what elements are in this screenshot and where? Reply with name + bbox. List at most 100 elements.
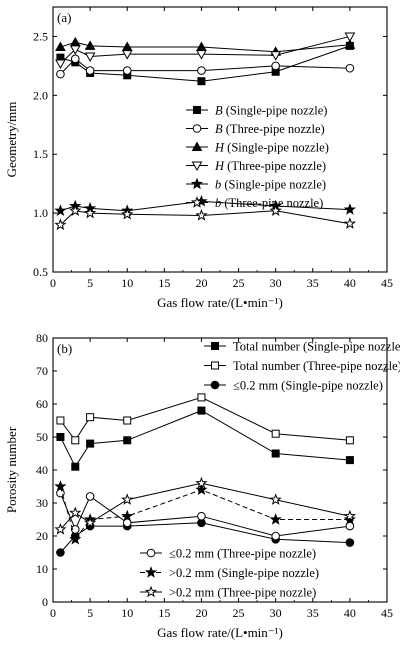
legend-label: ≤0.2 mm (Three-pipe nozzle) — [169, 547, 316, 561]
legend-marker — [211, 342, 219, 350]
data-point — [54, 522, 67, 535]
series-1 — [56, 54, 355, 79]
data-point — [84, 206, 97, 219]
legend-marker — [144, 566, 158, 578]
legend-marker — [191, 141, 203, 151]
data-point — [271, 61, 280, 71]
legend-symbol: B — [215, 122, 223, 136]
legend-symbol: b — [215, 178, 221, 192]
legend-nozzle: (Three-pipe nozzle) — [224, 159, 326, 173]
data-point — [71, 436, 80, 445]
x-tick-label: 15 — [158, 276, 170, 290]
y-tick-label: 80 — [36, 331, 48, 345]
legend-symbol: H — [214, 159, 225, 173]
data-point — [344, 32, 356, 42]
data-point — [197, 393, 206, 402]
y-tick-label: 70 — [36, 364, 48, 378]
series-4 — [54, 480, 356, 545]
panel-label: (b) — [57, 341, 72, 356]
legend-marker — [190, 177, 204, 190]
series-3 — [55, 32, 356, 70]
legend-label: H (Three-pipe nozzle) — [214, 159, 326, 173]
data-point — [197, 66, 206, 75]
legend-marker — [144, 585, 158, 598]
data-point — [343, 513, 356, 525]
chart-panel-b: 0 5 10 15 20 25 30 35 40 45 0 10 20 30 40 50 60 70 80 Gas f… — [4, 331, 400, 640]
y-tick-label: 1.0 — [33, 206, 48, 220]
x-axis-label: Gas flow rate/(L•min⁻¹) — [157, 625, 283, 640]
x-tick-label: 20 — [195, 606, 207, 620]
data-point — [123, 436, 132, 445]
series-5 — [54, 204, 356, 231]
series-line — [60, 396, 350, 442]
data-point — [122, 518, 132, 528]
data-point — [343, 217, 356, 229]
x-tick-label: 40 — [344, 606, 356, 620]
x-axis-label: Gas flow rate/(L•min⁻¹) — [157, 295, 283, 310]
x-tick-label: 30 — [270, 606, 282, 620]
data-point — [121, 493, 134, 505]
legend-nozzle: (Three-pipe nozzle) — [223, 122, 325, 136]
legend-label: ≤0.2 mm (Single-pipe nozzle) — [233, 379, 383, 393]
series-3 — [56, 488, 355, 541]
x-tick-label: 5 — [87, 606, 93, 620]
y-tick-label: 1.5 — [33, 147, 48, 161]
data-point — [345, 436, 354, 445]
y-tick-label: 2.5 — [33, 29, 48, 43]
y-tick-label: 0.5 — [33, 265, 48, 279]
panel-label: (a) — [57, 10, 71, 25]
legend-marker — [191, 161, 203, 172]
data-point — [69, 36, 81, 47]
legend-label: >0.2 mm (Single-pipe nozzle) — [169, 566, 319, 580]
data-point — [86, 439, 95, 448]
data-point — [69, 45, 81, 55]
legend-nozzle: (Single-pipe nozzle) — [224, 141, 329, 155]
x-tick-label: 40 — [344, 276, 356, 290]
legend-bottom: ≤0.2 mm (Three-pipe nozzle) >0.2 mm (Sing… — [140, 547, 319, 600]
data-point — [121, 509, 134, 522]
legend-label: Total number (Three-pipe nozzle) — [233, 359, 400, 373]
series-1 — [56, 393, 354, 445]
legend-marker — [190, 196, 204, 208]
y-tick-label: 10 — [36, 562, 48, 576]
data-point — [197, 511, 206, 521]
legend-marker — [146, 548, 156, 558]
data-point — [84, 516, 97, 529]
data-point — [196, 50, 207, 60]
legend-label: b (Three-pipe nozzle) — [215, 196, 323, 210]
data-point — [271, 531, 280, 541]
data-point — [345, 456, 354, 465]
series-line — [59, 410, 350, 468]
legend-label: H (Single-pipe nozzle) — [214, 141, 329, 155]
x-tick-label: 45 — [381, 606, 393, 620]
series-0 — [56, 406, 354, 471]
x-tick-label: 35 — [307, 606, 319, 620]
data-point — [197, 77, 206, 86]
legend-label: >0.2 mm (Three-pipe nozzle) — [169, 586, 316, 600]
data-point — [85, 492, 95, 501]
x-tick-label: 45 — [381, 276, 393, 290]
data-point — [343, 509, 356, 522]
series-line — [59, 486, 350, 541]
x-tick-label: 25 — [233, 276, 245, 290]
legend-top: Total number (Single-pipe nozzle) Total n… — [204, 340, 400, 393]
y-axis-label: Porosity number — [4, 426, 19, 513]
x-tick-label: 15 — [158, 606, 170, 620]
legend-label: Total number (Single-pipe nozzle) — [233, 340, 400, 354]
y-tick-label: 50 — [36, 430, 48, 444]
data-point — [122, 66, 132, 75]
legend-marker — [192, 124, 202, 133]
series-5 — [54, 476, 356, 535]
legend-nozzle: (Single-pipe nozzle) — [221, 178, 326, 192]
data-point — [121, 50, 133, 60]
y-tick-label: 30 — [36, 496, 48, 510]
x-tick-label: 0 — [50, 276, 56, 290]
data-point — [55, 59, 66, 70]
data-point — [69, 204, 82, 216]
x-tick-label: 35 — [307, 276, 319, 290]
data-point — [123, 416, 132, 425]
data-point — [269, 204, 282, 216]
data-point — [54, 204, 67, 216]
data-point — [56, 69, 65, 79]
